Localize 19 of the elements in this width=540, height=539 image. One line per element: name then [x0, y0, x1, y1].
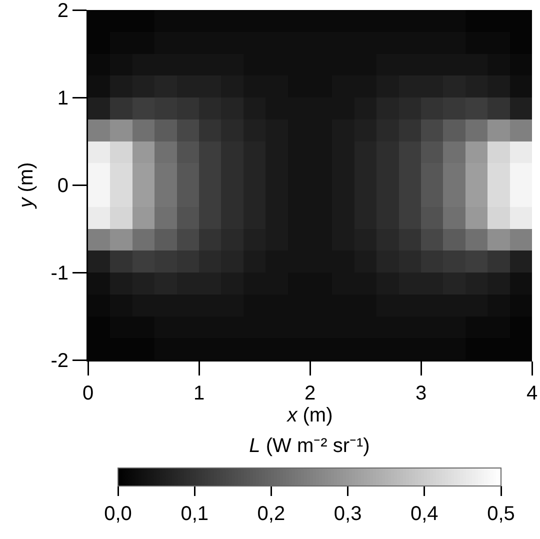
- x-tick-label: 0: [82, 382, 94, 404]
- x-axis-title: x (m): [286, 404, 333, 426]
- x-tick-label: 1: [193, 382, 205, 404]
- y-tick-label: -1: [50, 262, 68, 284]
- x-tick-label: 3: [415, 382, 427, 404]
- color-bar-title: L (W m⁻² sr⁻¹): [249, 435, 370, 457]
- color-bar-label: 0,1: [180, 503, 209, 525]
- color-bar-label: 0,2: [257, 503, 286, 525]
- color-bar-label: 0,3: [334, 503, 362, 525]
- color-bar-label: 0,0: [104, 503, 132, 525]
- y-axis-title: y (m): [15, 162, 38, 210]
- y-tick-label: -2: [50, 350, 68, 372]
- y-tick-label: 1: [57, 88, 68, 110]
- x-tick-label: 4: [526, 382, 538, 404]
- y-tick-label: 2: [57, 0, 68, 22]
- color-bar-label: 0,5: [487, 503, 515, 525]
- x-tick-label: 2: [304, 382, 316, 404]
- color-bar-label: 0,4: [410, 503, 438, 525]
- y-tick-label: 0: [57, 175, 68, 197]
